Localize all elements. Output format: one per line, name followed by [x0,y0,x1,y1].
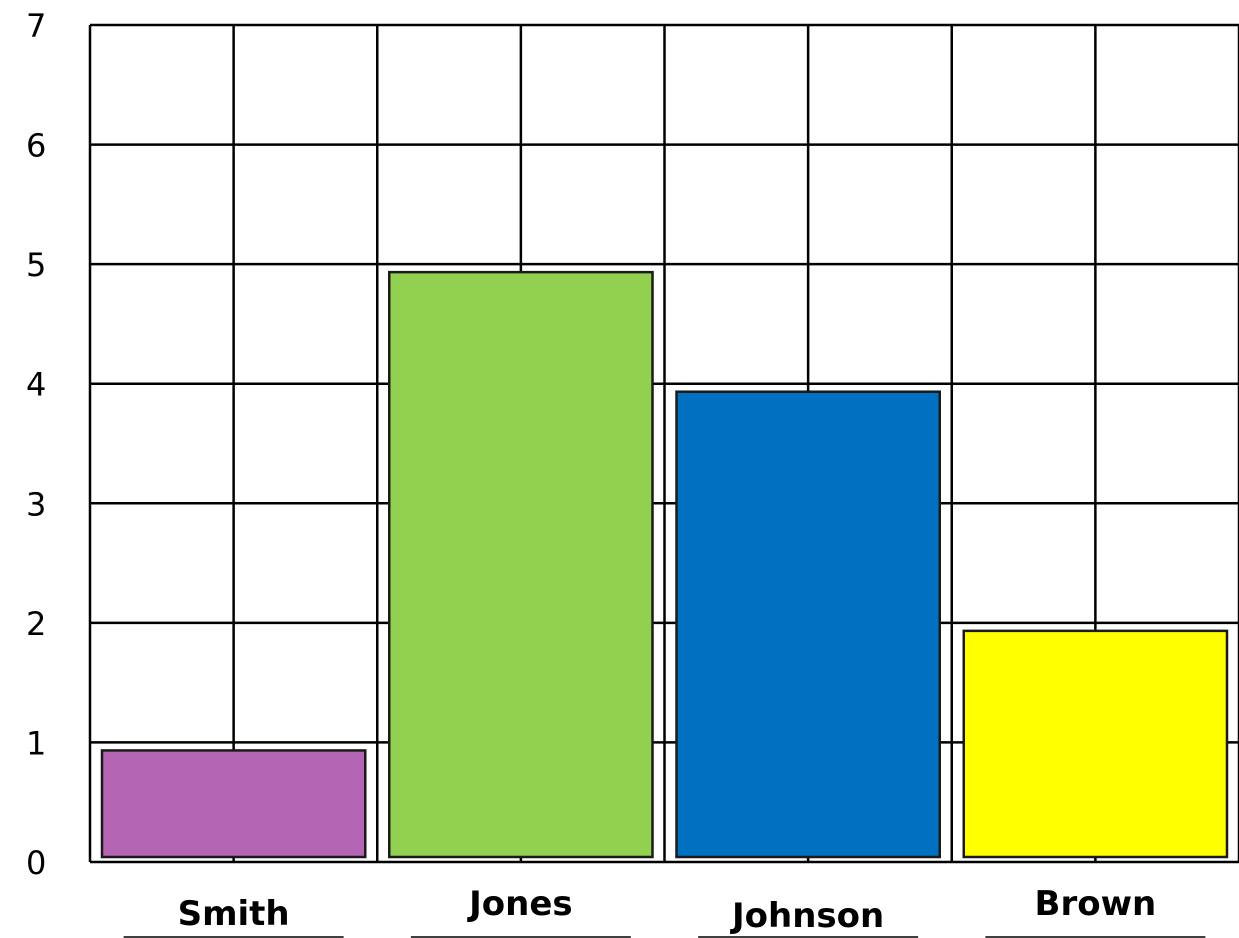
y-tick-label: 0 [26,844,46,882]
x-category-label: Brown [1035,884,1157,924]
y-tick-label: 6 [26,127,46,165]
bars [100,270,1229,859]
y-tick-label: 3 [26,485,46,523]
y-tick-label: 4 [26,366,46,404]
y-axis-ticks: 0 1 2 3 4 5 6 7 [26,7,46,882]
bar-smith [100,749,367,859]
y-tick-label: 7 [26,7,46,45]
x-category-label: Johnson [730,896,884,936]
x-category-label: Jones [467,884,573,924]
bar-brown [962,629,1229,859]
x-category-label: Smith [178,894,290,934]
y-tick-label: 2 [26,605,46,643]
x-axis-categories: Smith Jones Johnson Brown [123,884,1206,938]
bar-jones [388,270,654,859]
bar-johnson [675,390,941,859]
y-tick-label: 5 [26,246,46,284]
y-tick-label: 1 [26,724,46,762]
